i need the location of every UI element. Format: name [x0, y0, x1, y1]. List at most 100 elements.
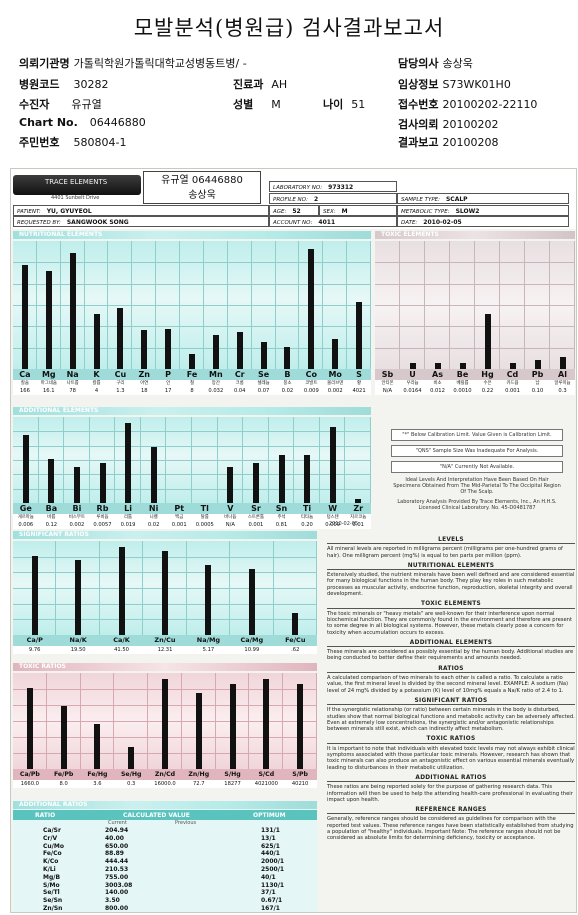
bar-korean-label: 니켈: [140, 514, 167, 521]
bar-label: Se: [251, 369, 276, 380]
bar-label: Hg: [475, 369, 500, 380]
chart-column: [425, 241, 450, 369]
grid-line: [13, 474, 371, 476]
bar-label: Na: [60, 369, 85, 380]
bar-label: Ti: [294, 503, 320, 514]
ratio-optimum: 167/1: [261, 905, 280, 912]
receipt-field: 접수번호 20100202-22110: [398, 98, 538, 111]
bar-label: Ba: [38, 503, 65, 514]
chart-column: [274, 541, 317, 635]
ratio-optimum: 0.67/1: [261, 897, 283, 905]
bar-korean-label: 카드뮴: [500, 380, 525, 387]
bar-korean-label: 게르마늄: [13, 514, 39, 521]
bar-label: Co: [299, 369, 324, 380]
bar-korean-label: 비소: [425, 380, 450, 387]
explanation-heading: LEVELS: [327, 537, 575, 545]
ratio-table-row: K/Li 210.53 2500/1: [13, 866, 317, 876]
nutritional-plot-area: [13, 241, 371, 369]
chart-bar: [263, 679, 270, 769]
chart-bar: [99, 463, 106, 503]
bar-value: 0.0057: [89, 521, 116, 529]
grid-line: [13, 431, 371, 433]
report-date-field: 결과보고 20100208: [398, 136, 499, 149]
bar-value: 0.0164: [400, 387, 425, 395]
chart-column: [64, 417, 90, 503]
requested-by-box: REQUESTED BY: SANGWOOK SONG: [13, 216, 269, 227]
ratio-table-row: S/Mo 3003.08 1130/1: [13, 882, 317, 892]
bar-value: 18277: [215, 780, 250, 788]
ratio-optimum: 37/1: [261, 889, 276, 897]
chart-bar: [236, 332, 243, 369]
bar-value: N/A: [217, 521, 244, 529]
chart-bar: [31, 555, 38, 635]
ratio-optimum: 440/1: [261, 850, 280, 858]
patient-name-box: 유규열 06446880 송상욱: [143, 171, 261, 204]
lab-no-box: LABORATORY NO: 973312: [269, 181, 397, 192]
bar-label: Fe: [180, 369, 204, 380]
bar-korean-label: 나트륨: [60, 380, 85, 387]
bar-label: Se/Hg: [114, 769, 149, 780]
chart-bar: [329, 427, 336, 503]
chart-bar: [26, 688, 33, 769]
bar-label: Fe/Pb: [46, 769, 81, 780]
date-box: DATE: 2010-02-05: [397, 216, 569, 227]
bar-value: 0.012: [425, 387, 450, 395]
ratio-table-row: Se/Tl 140.00 37/1: [13, 889, 317, 899]
ratio-table-row: Zn/Sn 800.00 167/1: [13, 905, 317, 912]
chart-bar: [229, 683, 236, 769]
lab-header: TRACE ELEMENTS 4401 Sunbelt Drive 유규열 06…: [11, 169, 576, 229]
bar-value: 18: [132, 387, 157, 395]
chart-bar: [227, 467, 234, 503]
bar-value: 40210: [283, 780, 317, 788]
bar-label: Ge: [13, 503, 39, 514]
chart-bar: [195, 692, 202, 769]
grid-line: [13, 460, 371, 461]
explanation-paragraph: These ratios are being reported solely f…: [327, 784, 573, 803]
bar-korean-label: 루비듐: [89, 514, 116, 521]
bar-korean-label: 바륨: [38, 514, 65, 521]
explanation-heading: REFERENCE RANGES: [327, 807, 575, 815]
bar-value: 8: [180, 387, 204, 395]
ratio-optimum: 1130/1: [261, 881, 285, 889]
chart-bar: [252, 463, 259, 503]
age-box: AGE: 52: [269, 205, 319, 216]
bar-label: Tl: [192, 503, 218, 514]
chart-bar: [48, 459, 55, 503]
chart-bar: [165, 328, 172, 369]
chart-column: [39, 417, 65, 503]
chart-column: [500, 241, 525, 369]
ratio-value: 40.00: [105, 834, 124, 842]
bar-value: 0.22: [475, 387, 500, 395]
chart-bar: [484, 314, 491, 369]
chart-bar: [75, 560, 82, 635]
chart-bar: [534, 360, 541, 369]
explanation-paragraph: A calculated comparison of two minerals …: [327, 675, 569, 694]
ratio-table-row: Cu/Mo 650.00 625/1: [13, 843, 317, 853]
chart-column: [228, 241, 252, 369]
bar-korean-label: 수은: [475, 380, 500, 387]
bar-label: Zr: [345, 503, 371, 514]
chart-column: [347, 241, 371, 369]
bar-value: 166: [13, 387, 37, 395]
chart-column: [13, 541, 57, 635]
explanation-paragraph: It is important to note that individuals…: [327, 745, 575, 771]
sex-field: 성별 M: [233, 98, 281, 111]
chart-bar: [559, 356, 566, 369]
bar-label: Ca/P: [13, 635, 57, 646]
bar-korean-label: 인: [156, 380, 181, 387]
explanation-heading: TOXIC RATIOS: [327, 736, 575, 744]
bar-label: K: [84, 369, 109, 380]
chart-bar: [409, 362, 416, 369]
nutritional-title: NUTRITIONAL ELEMENTS: [13, 231, 371, 239]
bar-value: 0.009: [299, 387, 324, 395]
ratio-name: Mg/B: [43, 873, 61, 881]
explanation-paragraph: All mineral levels are reported in milli…: [327, 546, 563, 559]
grid-line: [13, 283, 371, 285]
chart-column: [13, 417, 39, 503]
bar-label: Pt: [166, 503, 192, 514]
explanation-paragraph: Extensively studied, the nutrient minera…: [327, 572, 575, 598]
additional-ratios-subheader: Current Previous: [108, 820, 197, 826]
ratio-name: K/Co: [43, 858, 59, 866]
chart-bar: [69, 253, 76, 369]
chart-column: [375, 241, 400, 369]
